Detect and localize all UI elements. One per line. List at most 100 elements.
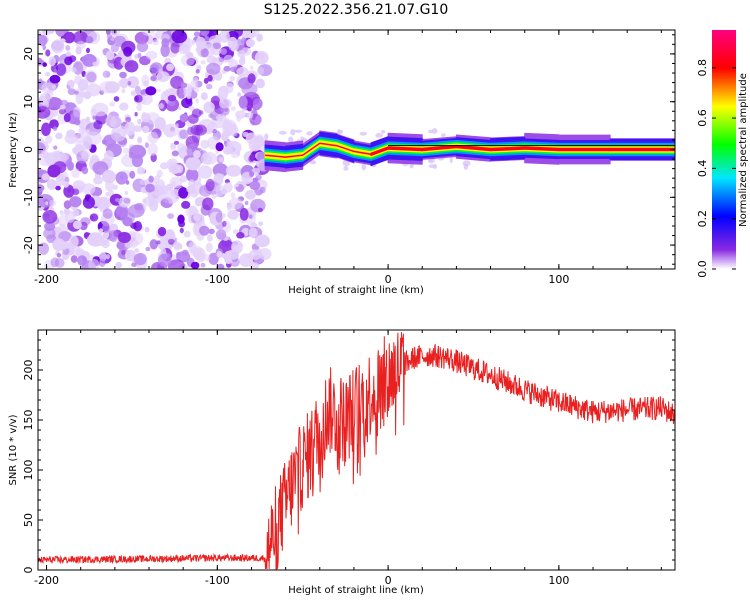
noise-blob [136, 167, 146, 175]
colorbar-tick-label: 0.8 [696, 59, 709, 77]
noise-blob [124, 121, 136, 136]
noise-blob [240, 37, 247, 45]
x-tick-label: 100 [548, 574, 569, 587]
noise-blob [49, 199, 57, 207]
noise-blob [86, 47, 90, 54]
noise-blob [50, 111, 55, 117]
noise-blob [119, 71, 127, 79]
noise-blob [145, 50, 158, 60]
spectrogram-xlabel: Height of straight line (km) [288, 285, 424, 296]
noise-blob [188, 105, 195, 111]
noise-blob [46, 179, 58, 190]
fringe-blob [264, 133, 269, 141]
noise-blob [63, 181, 69, 188]
noise-blob [170, 42, 180, 54]
noise-blob [42, 44, 47, 51]
noise-blob [170, 75, 184, 89]
colorbar: 0.0 0.2 0.4 0.6 0.8 Normalized spectral ampl… [696, 30, 749, 278]
noise-blob [188, 241, 197, 254]
noise-blob [239, 208, 249, 221]
noise-blob [246, 112, 254, 119]
colorbar-tick-label: 0.0 [696, 260, 709, 278]
noise-blob [85, 141, 92, 151]
noise-blob [227, 36, 238, 49]
snr-panel: -200 -100 0 100 0 50 100 150 200 Height of strai… [8, 329, 676, 596]
noise-blob [99, 81, 116, 94]
noise-blob [141, 30, 155, 36]
noise-blob [168, 163, 182, 174]
noise-blob [200, 153, 213, 165]
noise-blob [137, 118, 142, 125]
noise-blob [55, 63, 67, 76]
noise-blob [55, 132, 63, 140]
noise-blob [65, 210, 76, 223]
noise-blob [157, 226, 167, 237]
noise-blob [121, 250, 126, 256]
noise-blob [67, 161, 74, 171]
noise-blob [81, 166, 89, 175]
noise-blob [127, 204, 145, 218]
noise-blob [56, 253, 62, 258]
noise-blob [38, 168, 44, 176]
noise-blob [41, 122, 51, 137]
noise-blob [91, 102, 109, 117]
noise-blob [173, 241, 181, 249]
noise-blob [171, 30, 188, 44]
noise-blob [142, 198, 148, 204]
noise-blob [134, 112, 138, 117]
noise-blob [84, 70, 98, 84]
noise-blob [231, 46, 236, 52]
noise-blob [216, 114, 223, 121]
noise-blob [241, 82, 258, 96]
figure-title: S125.2022.356.21.07.G10 [264, 2, 449, 18]
noise-blob [176, 252, 181, 257]
spectrogram-content [38, 30, 675, 269]
noise-blob [89, 213, 99, 222]
noise-blob [205, 178, 215, 192]
noise-blob [115, 171, 128, 185]
noise-blob [235, 183, 239, 187]
noise-blob [74, 75, 83, 85]
noise-blob [256, 33, 263, 42]
noise-blob [160, 33, 170, 41]
colorbar-tick-label: 0.4 [696, 160, 709, 178]
noise-blob [215, 184, 225, 197]
noise-blob [167, 213, 175, 220]
noise-blob [59, 104, 66, 110]
noise-blob [160, 248, 167, 255]
fringe-blob [290, 129, 296, 136]
noise-blob [227, 206, 232, 211]
noise-blob [86, 129, 90, 134]
noise-blob [113, 96, 120, 102]
noise-blob [50, 257, 60, 268]
noise-blob [49, 119, 59, 129]
y-tick-label: 10 [22, 95, 35, 109]
noise-blob [203, 77, 209, 84]
noise-blob [178, 44, 190, 55]
noise-blob [44, 222, 56, 231]
noise-blob [70, 255, 78, 263]
noise-blob [137, 52, 142, 58]
noise-blob [124, 249, 136, 262]
fringe-blob [359, 131, 367, 136]
noise-blob [206, 62, 221, 75]
noise-blob [217, 85, 229, 100]
colorbar-ticks: 0.0 0.2 0.4 0.6 0.8 [696, 59, 736, 278]
noise-blob [200, 262, 206, 268]
colorbar-tick-label: 0.6 [696, 109, 709, 127]
noise-blob [45, 49, 51, 57]
snr-ticks: -200 -100 0 100 0 50 100 150 200 [22, 329, 675, 587]
noise-blob [118, 80, 124, 88]
x-tick-label: -200 [34, 273, 59, 286]
noise-blob [145, 246, 151, 252]
noise-blob [115, 261, 123, 269]
noise-blob [166, 63, 175, 72]
noise-blob [134, 94, 143, 103]
noise-blob [72, 30, 88, 45]
noise-blob [105, 50, 115, 61]
y-tick-label: 50 [22, 513, 35, 527]
noise-blob [226, 249, 239, 260]
noise-blob [58, 108, 66, 115]
